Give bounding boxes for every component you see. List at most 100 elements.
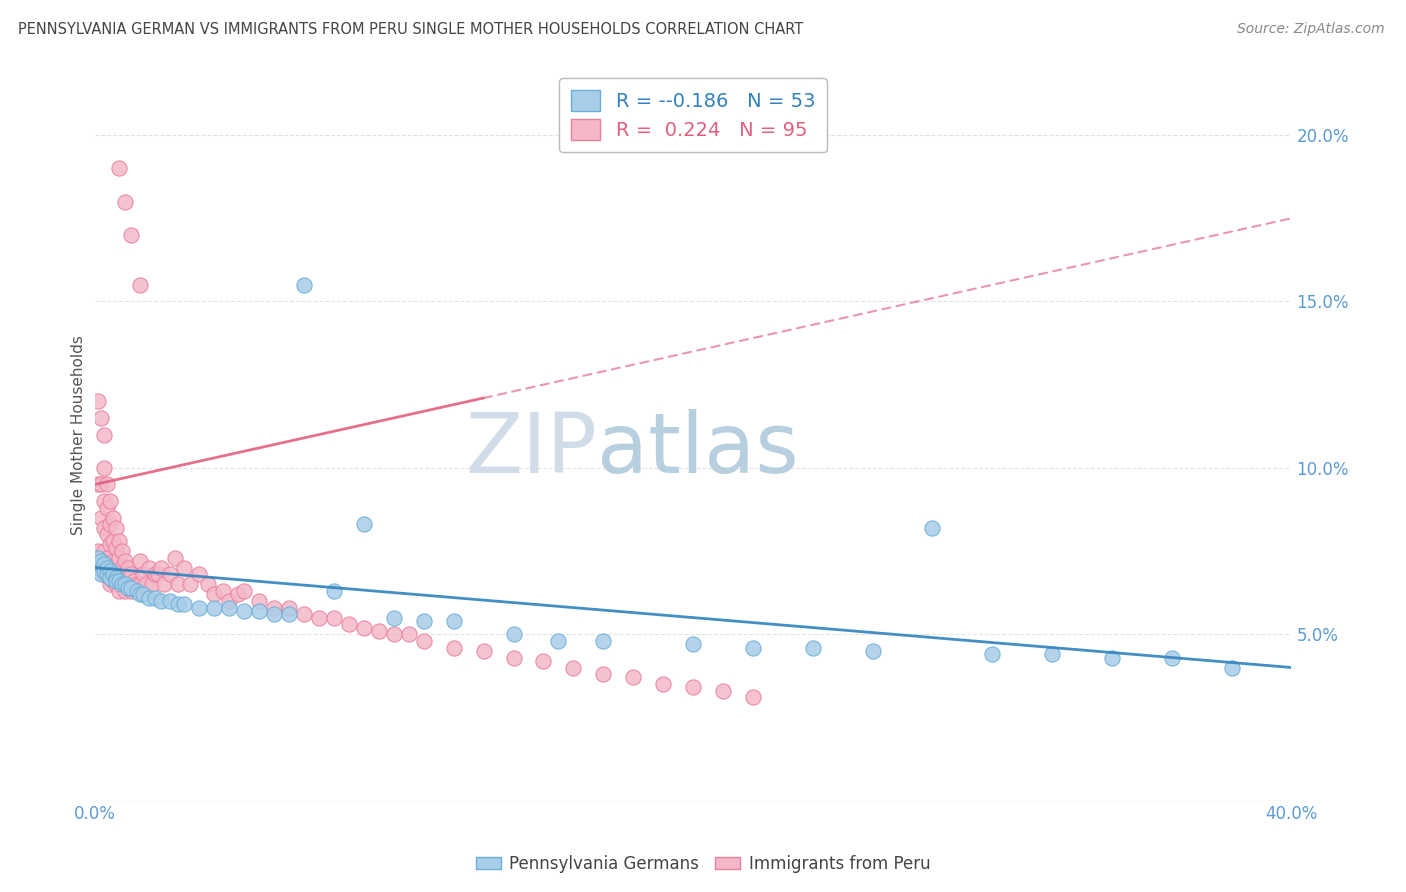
Point	[128, 587, 150, 601]
Point	[90, 411, 112, 425]
Point	[173, 597, 195, 611]
Point	[98, 537, 121, 551]
Point	[125, 584, 148, 599]
Point	[382, 627, 405, 641]
Point	[101, 534, 124, 549]
Point	[165, 550, 187, 565]
Point	[323, 610, 346, 624]
Point	[120, 584, 142, 599]
Point	[98, 577, 121, 591]
Point	[562, 660, 585, 674]
Point	[86, 477, 108, 491]
Point	[188, 567, 211, 582]
Point	[86, 550, 108, 565]
Point	[247, 604, 270, 618]
Point	[202, 600, 225, 615]
Legend: R = --0.186   N = 53, R =  0.224   N = 95: R = --0.186 N = 53, R = 0.224 N = 95	[560, 78, 827, 152]
Point	[263, 600, 285, 615]
Point	[120, 227, 142, 242]
Point	[114, 584, 136, 599]
Point	[107, 584, 129, 599]
Point	[125, 577, 148, 591]
Point	[308, 610, 330, 624]
Text: ZIP: ZIP	[465, 409, 598, 490]
Point	[143, 567, 166, 582]
Point	[101, 574, 124, 588]
Point	[337, 617, 360, 632]
Point	[621, 671, 644, 685]
Legend: Pennsylvania Germans, Immigrants from Peru: Pennsylvania Germans, Immigrants from Pe…	[470, 848, 936, 880]
Point	[90, 560, 112, 574]
Point	[101, 567, 124, 582]
Point	[278, 600, 301, 615]
Point	[90, 554, 112, 568]
Point	[228, 587, 250, 601]
Point	[472, 644, 495, 658]
Point	[443, 640, 465, 655]
Point	[111, 577, 134, 591]
Point	[107, 534, 129, 549]
Point	[96, 560, 118, 574]
Point	[533, 654, 555, 668]
Point	[443, 614, 465, 628]
Point	[104, 558, 127, 572]
Point	[188, 600, 211, 615]
Point	[149, 594, 172, 608]
Point	[128, 554, 150, 568]
Point	[96, 567, 118, 582]
Point	[90, 510, 112, 524]
Point	[117, 560, 139, 574]
Text: Source: ZipAtlas.com: Source: ZipAtlas.com	[1237, 22, 1385, 37]
Point	[93, 521, 115, 535]
Point	[233, 604, 256, 618]
Point	[120, 567, 142, 582]
Point	[212, 584, 235, 599]
Point	[292, 277, 315, 292]
Point	[167, 597, 190, 611]
Point	[107, 574, 129, 588]
Point	[86, 560, 108, 574]
Point	[278, 607, 301, 622]
Point	[801, 640, 824, 655]
Point	[146, 567, 169, 582]
Point	[1101, 650, 1123, 665]
Point	[167, 577, 190, 591]
Point	[93, 427, 115, 442]
Point	[592, 667, 614, 681]
Point	[398, 627, 420, 641]
Point	[107, 161, 129, 176]
Point	[502, 650, 524, 665]
Point	[98, 517, 121, 532]
Point	[138, 591, 160, 605]
Point	[682, 637, 704, 651]
Point	[98, 571, 121, 585]
Point	[742, 690, 765, 705]
Point	[292, 607, 315, 622]
Point	[93, 494, 115, 508]
Point	[233, 584, 256, 599]
Point	[353, 517, 375, 532]
Point	[114, 577, 136, 591]
Point	[981, 647, 1004, 661]
Point	[502, 627, 524, 641]
Point	[104, 521, 127, 535]
Point	[412, 633, 434, 648]
Point	[862, 644, 884, 658]
Point	[711, 683, 734, 698]
Point	[921, 521, 943, 535]
Point	[114, 567, 136, 582]
Point	[101, 554, 124, 568]
Point	[90, 567, 112, 582]
Point	[135, 577, 157, 591]
Point	[547, 633, 569, 648]
Point	[368, 624, 391, 638]
Point	[96, 567, 118, 582]
Point	[179, 577, 201, 591]
Point	[128, 277, 150, 292]
Point	[247, 594, 270, 608]
Point	[202, 587, 225, 601]
Point	[98, 494, 121, 508]
Point	[263, 607, 285, 622]
Point	[323, 584, 346, 599]
Point	[353, 621, 375, 635]
